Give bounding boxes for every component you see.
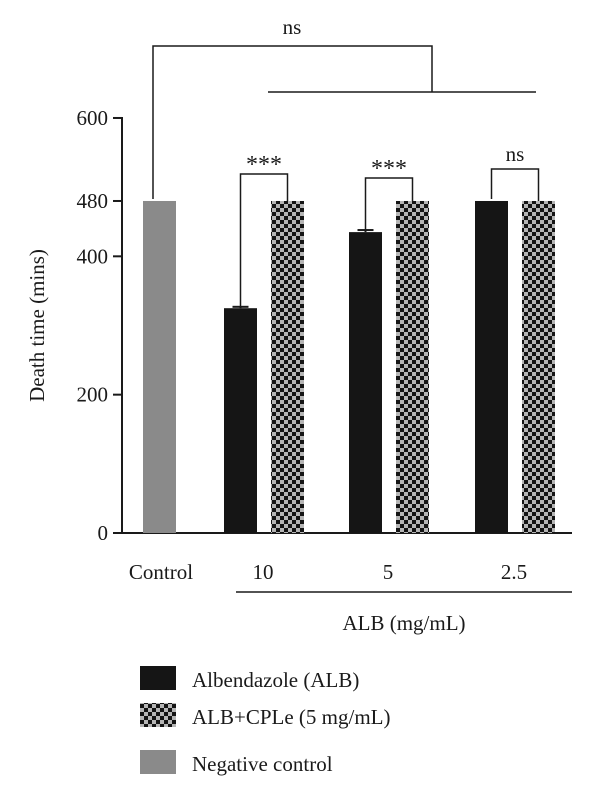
bar xyxy=(522,200,555,533)
bar xyxy=(143,200,176,533)
legend: Albendazole (ALB) ALB+CPLe (5 mg/mL) Negat… xyxy=(140,666,391,776)
y-tick-label: 0 xyxy=(98,521,109,545)
bar xyxy=(396,200,429,533)
legend-swatch xyxy=(140,750,176,774)
significance-label: ns xyxy=(506,142,525,166)
legend-label: ALB+CPLe (5 mg/mL) xyxy=(192,705,391,729)
x-tick-label: 10 xyxy=(253,560,274,584)
top-bracket xyxy=(152,45,433,199)
bars xyxy=(143,200,555,533)
x-tick-label: 5 xyxy=(383,560,394,584)
legend-swatch xyxy=(140,666,176,690)
significance-label: ns xyxy=(283,15,302,39)
axes: 0 200 400 480 600 Death time (mins) Control 10 5… xyxy=(25,106,572,635)
x-tick-label: Control xyxy=(129,560,193,584)
bar xyxy=(224,308,257,533)
bar xyxy=(475,200,508,533)
significance-label: *** xyxy=(246,152,282,178)
y-tick-label: 400 xyxy=(77,244,109,268)
bar xyxy=(349,232,382,533)
x-axis-label: ALB (mg/mL) xyxy=(342,611,465,635)
pair-bracket xyxy=(490,168,540,201)
legend-swatch xyxy=(140,703,176,727)
y-tick-label: 600 xyxy=(77,106,109,130)
y-tick-label: 480 xyxy=(77,189,109,213)
legend-label: Albendazole (ALB) xyxy=(192,668,359,692)
significance-brackets: ns *** *** ns xyxy=(152,15,540,307)
x-tick-label: 2.5 xyxy=(501,560,527,584)
bar xyxy=(271,200,304,533)
y-tick-label: 200 xyxy=(77,383,109,407)
pair-bracket xyxy=(239,173,289,307)
significance-label: *** xyxy=(371,156,407,182)
legend-label: Negative control xyxy=(192,752,333,776)
y-axis-label: Death time (mins) xyxy=(25,249,49,402)
pair-bracket xyxy=(364,177,414,231)
